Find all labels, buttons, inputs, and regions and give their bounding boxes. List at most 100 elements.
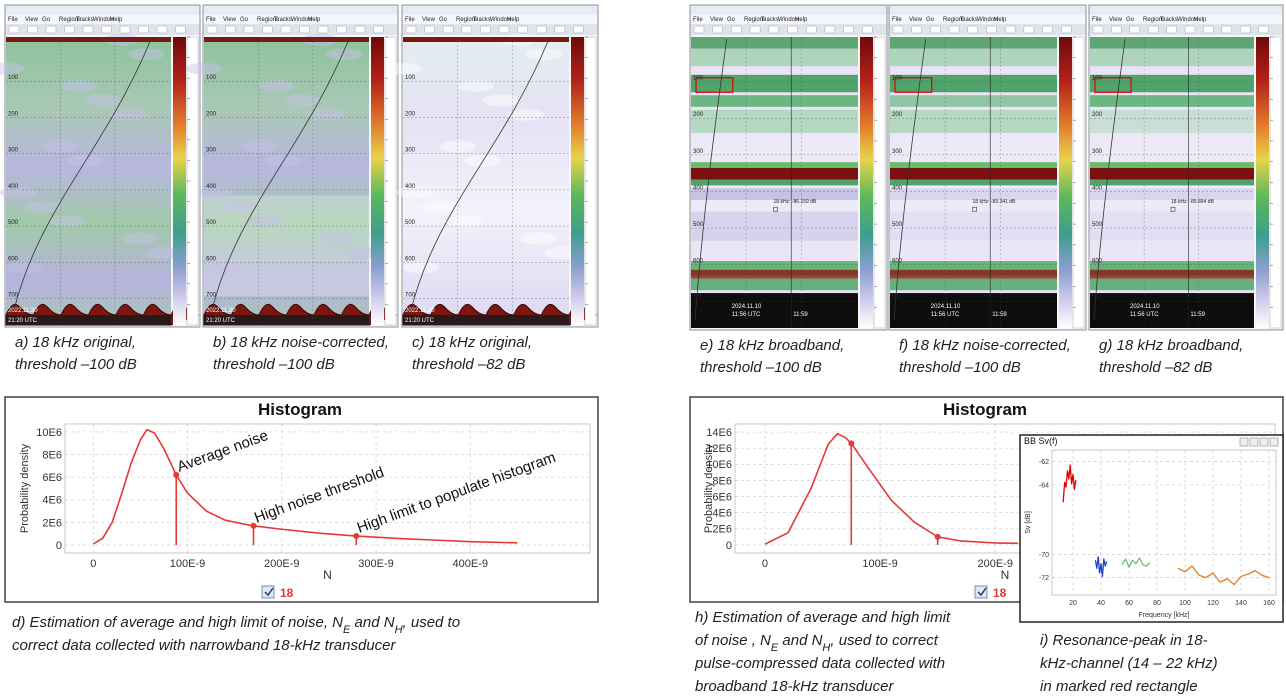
readout-label: 18 kHz: -89.894 dB: [1171, 199, 1214, 205]
depth-label: 400: [693, 185, 704, 191]
menu-item: Go: [240, 17, 249, 23]
toolbar-button: [1221, 25, 1233, 34]
toolbar-button: [824, 25, 836, 34]
noise-patch: [85, 94, 122, 107]
depth-label: 700: [1092, 295, 1103, 301]
noise-patch: [60, 79, 97, 92]
noise-patch: [519, 232, 556, 245]
x-tick-label: 40: [1097, 600, 1105, 607]
echo-layer: [691, 48, 858, 67]
menu-item: Go: [42, 17, 51, 23]
depth-label: 300: [1092, 149, 1103, 155]
menu-item: Window: [490, 17, 512, 23]
date-label: 2022.11.30: [405, 308, 435, 314]
echo-layer: [890, 48, 1057, 67]
y-tick-label: 10E6: [706, 459, 732, 471]
y-tick-label: 4E6: [712, 508, 732, 520]
window-button[interactable]: [1249, 437, 1259, 447]
x-tick-label: 300E-9: [358, 558, 393, 570]
toolbar-button: [317, 25, 329, 34]
noise-patch: [385, 62, 421, 75]
echo-layer: [691, 95, 858, 107]
noise-patch: [507, 108, 544, 121]
y-axis-label: Sv [dB]: [1025, 511, 1032, 534]
toolbar-button: [243, 25, 255, 34]
menu-item: Tracks: [473, 17, 491, 23]
depth-label: 700: [405, 293, 416, 299]
title-bar: [5, 5, 200, 15]
noise-patch: [49, 215, 86, 228]
menu-item: Help: [308, 17, 321, 23]
x-axis-label: N: [1001, 568, 1010, 582]
noise-patch: [283, 94, 320, 107]
toolbar-button: [175, 25, 186, 34]
caption-text: broadband 18-kHz transducer: [695, 678, 894, 695]
surface-band: [204, 37, 369, 42]
window-button[interactable]: [1239, 437, 1249, 447]
toolbar-button: [138, 25, 149, 34]
chart-caption: d) Estimation of average and high limit …: [12, 614, 460, 636]
echo-layer: [890, 269, 1057, 279]
noise-patch: [446, 215, 483, 228]
y-tick-label: 14E6: [706, 427, 732, 439]
surface-band: [403, 37, 569, 42]
vessel-track: [210, 40, 349, 314]
caption-text: correct data collected with narrowband 1…: [12, 637, 397, 654]
menu-item: Tracks: [274, 17, 292, 23]
toolbar-button: [442, 25, 454, 34]
marker-point: [173, 471, 180, 478]
marker-point: [934, 533, 941, 540]
legend-checkbox[interactable]: [974, 585, 988, 599]
depth-label: 300: [8, 148, 19, 154]
selection-rectangle: [1094, 77, 1132, 93]
vessel-track: [409, 40, 549, 314]
plot-area: [64, 423, 591, 554]
echo-layer: [1090, 188, 1254, 200]
toolbar-button: [517, 25, 528, 34]
toolbar-button: [354, 25, 366, 34]
toolbar-button: [948, 25, 960, 34]
x-tick-label: 100E-9: [862, 558, 897, 570]
legend-checkbox[interactable]: [261, 585, 275, 599]
depth-label: 600: [1092, 259, 1103, 265]
date-label: 2022.11.30: [206, 308, 236, 314]
menu-item: Window: [93, 17, 115, 23]
toolbar-button: [554, 25, 566, 34]
toolbar-button: [768, 25, 780, 34]
depth-label: 200: [8, 111, 19, 117]
toolbar-button: [262, 25, 273, 34]
marker-point: [848, 440, 855, 447]
caption-text: , used to: [403, 614, 461, 631]
menu-item: Tracks: [761, 17, 779, 23]
toolbar-button: [1111, 25, 1122, 34]
echo-layer: [1090, 278, 1254, 291]
menu-item: Help: [110, 17, 123, 23]
noise-patch: [319, 232, 356, 245]
time-strip: [6, 315, 171, 325]
data-line: [1177, 565, 1270, 586]
toolbar-button: [843, 25, 854, 34]
color-bar: [371, 37, 384, 325]
menu-item: Window: [1177, 17, 1199, 23]
chart-caption: correct data collected with narrowband 1…: [12, 637, 397, 654]
y-tick-label: -62: [1039, 459, 1049, 466]
toolbar-button: [1166, 25, 1177, 34]
chart-caption: pulse-compressed data collected with: [694, 655, 945, 672]
menu-item: File: [1092, 17, 1102, 23]
echo-layer: [890, 211, 1057, 241]
toolbar-button: [1023, 25, 1035, 34]
window-button[interactable]: [1259, 437, 1269, 447]
noise-patch: [308, 108, 345, 121]
panel-caption: threshold –100 dB: [213, 356, 335, 373]
noise-patch: [0, 62, 24, 75]
window-button[interactable]: [1269, 437, 1279, 447]
title-bar: [690, 5, 887, 15]
noise-patch: [121, 232, 158, 245]
depth-label: 100: [405, 75, 416, 81]
chart-caption: of noise , NE and NH, used to correct: [695, 632, 939, 654]
toolbar-button: [8, 25, 20, 34]
chart-caption: i) Resonance-peak in 18-: [1040, 632, 1208, 649]
time-label: 21:20 UTC: [206, 318, 236, 324]
time-label: 11:59: [793, 312, 808, 318]
date-label: 2022.11.30: [8, 308, 38, 314]
